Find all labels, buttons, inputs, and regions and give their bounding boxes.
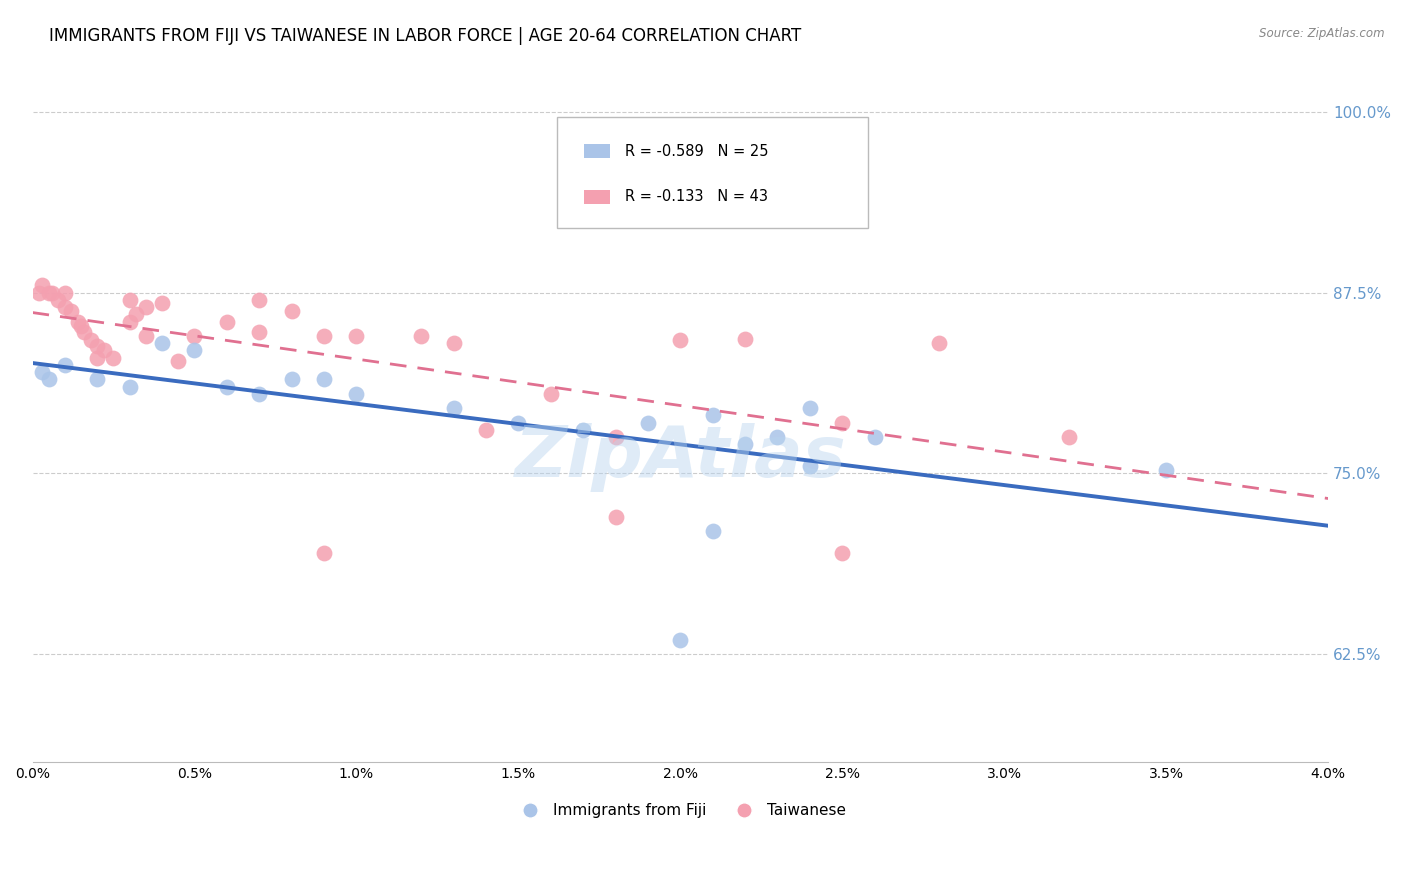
Point — [637, 416, 659, 430]
Point — [86, 351, 108, 365]
Point — [312, 546, 335, 560]
Point — [215, 379, 238, 393]
Point — [766, 430, 789, 444]
Point — [247, 293, 270, 307]
Point — [28, 285, 51, 300]
Point — [247, 386, 270, 401]
Point — [38, 372, 60, 386]
Point — [125, 307, 148, 321]
Point — [799, 401, 821, 416]
Point — [508, 416, 530, 430]
Point — [215, 314, 238, 328]
Point — [150, 295, 173, 310]
Point — [86, 339, 108, 353]
Point — [702, 409, 724, 423]
Point — [605, 509, 627, 524]
Point — [443, 401, 465, 416]
Point — [443, 336, 465, 351]
Point — [863, 430, 886, 444]
Point — [135, 300, 157, 314]
Text: R = -0.589   N = 25: R = -0.589 N = 25 — [624, 144, 768, 159]
Point — [66, 314, 89, 328]
Point — [247, 325, 270, 339]
Point — [183, 329, 205, 343]
Point — [80, 334, 103, 348]
Point — [53, 285, 76, 300]
Point — [734, 332, 756, 346]
Text: IMMIGRANTS FROM FIJI VS TAIWANESE IN LABOR FORCE | AGE 20-64 CORRELATION CHART: IMMIGRANTS FROM FIJI VS TAIWANESE IN LAB… — [49, 27, 801, 45]
Point — [31, 365, 53, 379]
Point — [1057, 430, 1080, 444]
Point — [183, 343, 205, 358]
Point — [669, 334, 692, 348]
Point — [118, 314, 141, 328]
Point — [344, 386, 367, 401]
Point — [150, 336, 173, 351]
Point — [831, 546, 853, 560]
Text: ZipAtlas: ZipAtlas — [515, 423, 846, 491]
Point — [734, 437, 756, 451]
Point — [70, 318, 93, 333]
Point — [605, 430, 627, 444]
Point — [53, 300, 76, 314]
Point — [572, 423, 595, 437]
Point — [669, 632, 692, 647]
Point — [86, 372, 108, 386]
Point — [103, 351, 125, 365]
Point — [93, 343, 115, 358]
Point — [1154, 463, 1177, 477]
Point — [31, 278, 53, 293]
Point — [702, 524, 724, 538]
Point — [60, 304, 83, 318]
FancyBboxPatch shape — [585, 190, 610, 204]
Text: Source: ZipAtlas.com: Source: ZipAtlas.com — [1260, 27, 1385, 40]
Legend: Immigrants from Fiji, Taiwanese: Immigrants from Fiji, Taiwanese — [509, 797, 852, 824]
Point — [118, 379, 141, 393]
Point — [118, 293, 141, 307]
Point — [312, 372, 335, 386]
Point — [411, 329, 433, 343]
Point — [280, 304, 302, 318]
Point — [280, 372, 302, 386]
Point — [799, 459, 821, 474]
Text: R = -0.133   N = 43: R = -0.133 N = 43 — [624, 189, 768, 204]
Point — [344, 329, 367, 343]
Point — [135, 329, 157, 343]
Point — [38, 285, 60, 300]
FancyBboxPatch shape — [585, 145, 610, 158]
Point — [312, 329, 335, 343]
Point — [73, 325, 96, 339]
Point — [540, 386, 562, 401]
Point — [53, 358, 76, 372]
Point — [41, 285, 63, 300]
Point — [48, 293, 70, 307]
Point — [831, 416, 853, 430]
Point — [475, 423, 498, 437]
Point — [928, 336, 950, 351]
FancyBboxPatch shape — [557, 117, 868, 228]
Point — [167, 353, 190, 368]
